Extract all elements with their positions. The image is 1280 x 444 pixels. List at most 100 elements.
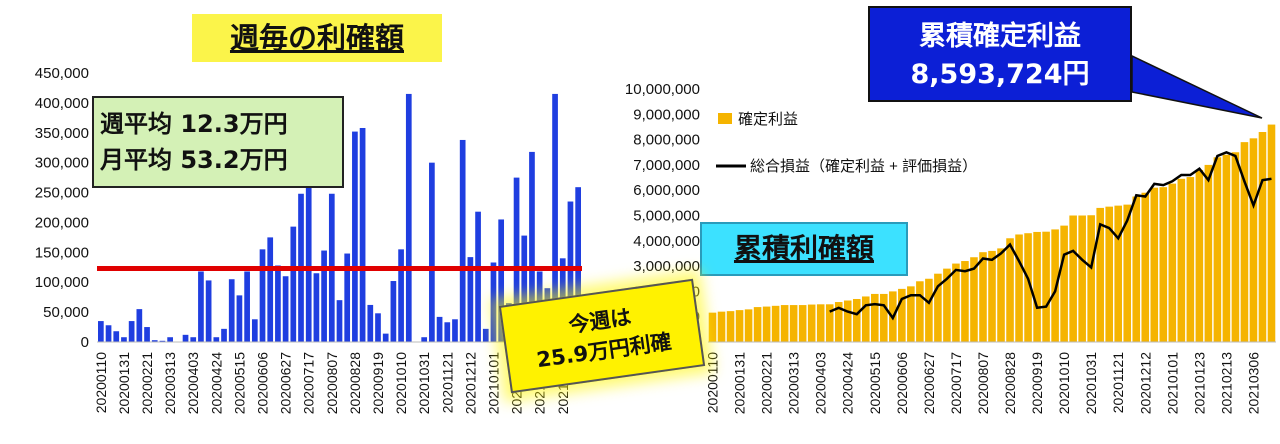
x-tick-label: 20201212 <box>462 352 478 415</box>
x-tick-label: 20200717 <box>948 352 964 415</box>
x-tick-label: 20200919 <box>1029 352 1045 415</box>
x-tick-label: 20200424 <box>208 352 224 415</box>
weekly-bar <box>136 309 143 342</box>
weekly-bar <box>405 93 412 342</box>
x-tick-label: 20200515 <box>231 352 247 415</box>
weekly-bar <box>398 249 404 342</box>
weekly-bar <box>305 186 312 342</box>
cumulative-bar <box>1150 187 1159 342</box>
x-tick-label: 20200424 <box>840 352 856 415</box>
x-tick-label: 20201121 <box>1110 352 1126 413</box>
y-tick-label: 7,000,000 <box>633 157 700 174</box>
weekly-bar <box>105 325 112 342</box>
cumulative-bar <box>1195 169 1204 342</box>
legend-label-total: 総合損益（確定利益 + 評価損益） <box>750 158 977 175</box>
weekly-bar <box>236 295 243 342</box>
x-tick-label: 20200110 <box>93 352 109 413</box>
x-tick-label: 20200131 <box>116 352 132 415</box>
x-tick-label: 20200131 <box>732 352 748 415</box>
cumulative-bar <box>1033 231 1041 342</box>
cumulative-bar <box>1096 207 1104 342</box>
cumulative-bar <box>916 281 924 342</box>
x-tick-label: 20201031 <box>1083 352 1099 415</box>
cumulative-bar <box>1177 178 1186 342</box>
weekly-bar <box>467 257 474 342</box>
weekly-bar <box>575 187 581 342</box>
cumulative-bar <box>1141 192 1150 342</box>
x-tick-label: 20200403 <box>813 352 829 415</box>
weekly-bar <box>375 313 381 342</box>
weekly-bar <box>244 271 250 342</box>
cumulative-bar <box>753 307 762 342</box>
x-tick-label: 20210101 <box>1164 352 1180 415</box>
weekly-bar <box>259 249 266 342</box>
weekly-bar <box>429 162 435 342</box>
weekly-bar <box>567 201 574 342</box>
weekly-bar <box>498 219 505 342</box>
weekly-bar <box>144 327 150 342</box>
x-tick-label: 20200828 <box>1002 352 1018 415</box>
y-tick-label: 400,000 <box>35 95 89 112</box>
y-tick-label: 3,000,000 <box>633 258 700 275</box>
weekly-average-text: 週平均 12.3万円 <box>100 110 288 138</box>
weekly-bar <box>113 331 120 342</box>
cumulative-bar <box>1042 231 1050 342</box>
weekly-chart-title: 週毎の利確額 <box>192 14 442 62</box>
cumulative-bar <box>789 305 798 342</box>
cumulative-bar <box>1087 215 1095 342</box>
weekly-bar <box>459 139 466 342</box>
cumulative-bar <box>735 310 744 342</box>
total-profit-box: 累積確定利益 8,593,724円 <box>868 6 1132 102</box>
left-y-axis: 0 50,000 100,000 150,000 200,000 250,000 300,0… <box>35 65 89 351</box>
weekly-bar <box>513 177 520 342</box>
y-tick-label: 0 <box>81 334 89 351</box>
total-profit-value: 8,593,724円 <box>910 59 1090 90</box>
cumulative-bar <box>1231 152 1240 342</box>
cumulative-bar <box>943 268 951 342</box>
x-tick-label: 20200221 <box>759 352 775 415</box>
x-tick-label: 20200627 <box>278 352 294 415</box>
cumulative-bar <box>1159 187 1168 342</box>
y-tick-label: 9,000,000 <box>633 106 700 123</box>
weekly-bar <box>213 337 220 342</box>
y-tick-label: 200,000 <box>35 214 89 231</box>
x-tick-label: 20200807 <box>324 352 340 415</box>
cumulative-bar <box>1240 142 1249 342</box>
cumulative-bar <box>1069 215 1077 342</box>
cumulative-bar <box>717 311 726 342</box>
x-tick-label: 20201010 <box>393 352 409 415</box>
weekly-bar <box>336 300 343 342</box>
y-tick-label: 6,000,000 <box>633 182 700 199</box>
cumulative-bar <box>1051 229 1059 342</box>
cumulative-bar <box>825 304 834 342</box>
cumulative-bar <box>834 302 843 342</box>
weekly-bar <box>444 322 451 342</box>
cumulative-bar <box>1105 206 1113 342</box>
cumulative-bar <box>1060 225 1068 342</box>
x-tick-label: 20210213 <box>1218 352 1234 415</box>
x-tick-label: 20200828 <box>347 352 363 415</box>
weekly-bar <box>267 237 274 342</box>
weekly-profit-chart: 0 50,000 100,000 150,000 200,000 250,000 300,0… <box>35 65 582 414</box>
x-tick-label: 20200515 <box>867 352 883 415</box>
cumulative-bar <box>1024 233 1032 342</box>
weekly-bar <box>344 253 351 342</box>
weekly-bar <box>352 131 358 342</box>
x-tick-label: 20200110 <box>705 352 721 413</box>
weekly-bar <box>228 279 235 342</box>
cumulative-bar <box>771 305 780 342</box>
cumulative-bar <box>871 293 879 342</box>
weekly-bar <box>359 127 366 343</box>
x-tick-label: 20200313 <box>786 352 802 415</box>
weekly-bars <box>97 93 582 343</box>
cumulative-bar <box>1015 234 1023 342</box>
cumulative-bar <box>807 304 816 342</box>
cumulative-bar <box>1249 138 1258 342</box>
cumulative-bar <box>843 300 852 342</box>
x-tick-label: 20210306 <box>1245 352 1261 415</box>
cumulative-bar <box>1123 204 1132 342</box>
weekly-bar <box>159 340 166 342</box>
y-tick-label: 100,000 <box>35 274 89 291</box>
average-box: 週平均 12.3万円 月平均 53.2万円 <box>92 96 344 188</box>
weekly-bar <box>221 328 227 342</box>
